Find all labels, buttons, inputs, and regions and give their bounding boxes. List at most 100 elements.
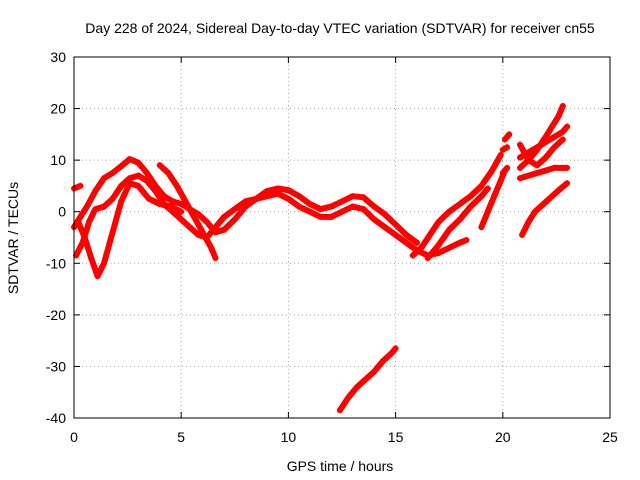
- data-point: [499, 170, 506, 176]
- data-point: [456, 239, 463, 246]
- data-point: [525, 157, 532, 164]
- data-point: [504, 164, 511, 171]
- data-point: [242, 198, 249, 205]
- data-point: [203, 219, 210, 225]
- data-point: [212, 224, 219, 231]
- data-point: [501, 136, 508, 143]
- data-point: [392, 221, 399, 228]
- data-point: [146, 195, 152, 202]
- data-point: [559, 136, 566, 143]
- data-point: [478, 224, 485, 231]
- data-point: [231, 216, 238, 223]
- data-point: [491, 193, 498, 200]
- data-point: [118, 163, 125, 170]
- grid: [74, 57, 610, 418]
- series-track-13: [517, 164, 571, 182]
- data-point: [564, 123, 571, 130]
- data-point: [86, 219, 92, 225]
- data-point: [118, 182, 125, 189]
- x-axis-label: GPS time / hours: [287, 458, 394, 474]
- data-point: [517, 154, 523, 161]
- data-point: [456, 201, 463, 207]
- data-point: [463, 237, 470, 244]
- data-point: [362, 376, 369, 383]
- data-point: [542, 167, 549, 174]
- data-point: [379, 358, 386, 365]
- data-point: [381, 224, 388, 231]
- series-track-3: [73, 172, 470, 259]
- data-point: [392, 345, 399, 352]
- data-point: [186, 224, 193, 231]
- data-point: [296, 203, 303, 210]
- data-point: [306, 208, 313, 215]
- data-point: [418, 244, 425, 251]
- data-point: [559, 103, 566, 109]
- data-point: [92, 188, 99, 195]
- series-track-16: [517, 136, 566, 169]
- plot-frame: [73, 56, 611, 419]
- data-point: [549, 193, 556, 200]
- data-point: [143, 177, 150, 184]
- x-tick-label: 20: [495, 429, 511, 445]
- y-tick-label: 10: [50, 152, 66, 168]
- data-point: [349, 203, 356, 210]
- data-point: [317, 213, 324, 220]
- y-tick-label: 30: [50, 49, 66, 65]
- data-point: [152, 188, 159, 195]
- data-point: [519, 231, 526, 238]
- plot-area: [71, 103, 571, 414]
- data-point: [77, 182, 84, 189]
- data-point: [435, 219, 442, 225]
- data-point: [371, 216, 378, 223]
- data-point: [195, 211, 202, 218]
- data-point: [173, 182, 180, 189]
- data-point: [285, 195, 292, 202]
- data-point: [467, 193, 474, 200]
- data-point: [467, 203, 474, 210]
- y-tick-label: -30: [46, 358, 66, 374]
- data-point: [499, 146, 506, 153]
- data-point: [540, 201, 547, 207]
- data-point: [135, 182, 142, 189]
- chart-title: Day 228 of 2024, Sidereal Day-to-day VTE…: [85, 20, 595, 36]
- data-point: [542, 139, 549, 146]
- x-tick-label: 15: [388, 429, 404, 445]
- data-point: [426, 231, 433, 238]
- data-point: [551, 164, 558, 171]
- data-point: [135, 172, 142, 179]
- data-point: [388, 350, 395, 357]
- data-point: [478, 193, 485, 200]
- data-point: [517, 175, 523, 182]
- data-point: [135, 159, 142, 166]
- data-point: [456, 216, 463, 223]
- data-point: [504, 144, 511, 151]
- data-point: [392, 231, 399, 238]
- x-tick-label: 0: [70, 429, 78, 445]
- data-point: [178, 216, 185, 223]
- y-axis-label: SDTVAR / TECUs: [5, 182, 21, 294]
- x-tick-label: 10: [281, 429, 297, 445]
- y-tick-label: -20: [46, 307, 66, 323]
- axis-ticks: 0 5 10 15 20 25 -40 -30 -20 -10 0 10 20 30: [46, 49, 618, 445]
- data-point: [178, 201, 185, 207]
- y-tick-label: -40: [46, 410, 66, 426]
- data-point: [409, 252, 416, 259]
- data-point: [551, 144, 558, 151]
- x-tick-label: 25: [602, 429, 618, 445]
- data-point: [208, 244, 215, 251]
- data-point: [328, 203, 335, 210]
- data-point: [156, 162, 163, 169]
- data-point: [435, 242, 442, 249]
- y-tick-label: 20: [50, 101, 66, 117]
- data-point: [165, 170, 172, 176]
- data-point: [517, 141, 523, 148]
- data-point: [182, 198, 189, 205]
- data-point: [156, 201, 163, 207]
- data-point: [169, 198, 176, 205]
- data-point: [478, 182, 485, 189]
- data-point: [354, 384, 360, 391]
- data-point: [274, 185, 281, 192]
- data-point: [525, 219, 532, 225]
- data-point: [143, 170, 150, 176]
